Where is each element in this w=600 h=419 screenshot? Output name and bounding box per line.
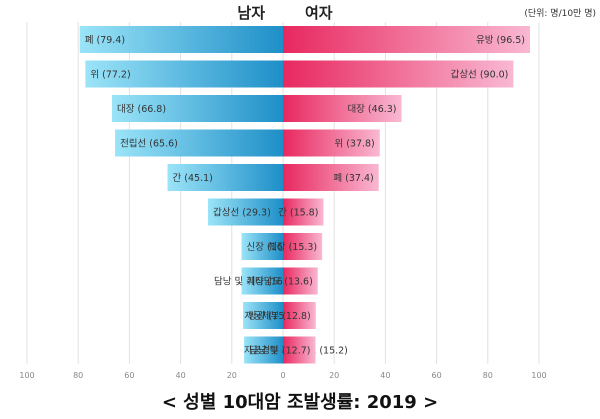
x-tick-label: 60 <box>124 371 134 380</box>
x-tick-label: 100 <box>19 371 34 380</box>
female-bar <box>283 267 318 295</box>
male-bar <box>207 198 283 226</box>
female-header: 여자 <box>305 4 333 22</box>
female-bar-label: 자궁체부 (12.8) <box>244 311 311 322</box>
female-bar-label: 간 (15.8) <box>278 208 318 219</box>
female-bar-label: 대장 (46.3) <box>347 104 396 115</box>
female-bar-label: 자궁경부 (12.7) <box>244 345 311 357</box>
x-axis-ticks: 100 80 60 40 20 0 20 40 60 80 100 <box>19 371 546 380</box>
female-bar <box>283 164 379 191</box>
male-bar <box>241 233 283 260</box>
x-tick-label: 20 <box>227 371 237 380</box>
female-bar <box>283 198 324 226</box>
male-bar-label: 전립선 (65.6) <box>120 138 178 150</box>
chart-title: < 성별 10대암 조발생률: 2019 > <box>162 392 438 413</box>
male-bar-label: 췌장 (16.2) <box>247 277 296 288</box>
male-bar-label: 대장 (66.8) <box>117 104 166 115</box>
female-bar <box>283 60 514 88</box>
male-bar-label: 갑상선 (29.3) <box>213 207 271 219</box>
female-bar <box>283 302 316 329</box>
male-bar <box>244 336 283 364</box>
x-tick-label: 40 <box>380 371 390 380</box>
x-tick-label: 80 <box>483 371 493 380</box>
female-bar-label: 췌장 (15.3) <box>268 242 317 253</box>
male-bar <box>85 60 283 88</box>
female-bar-label: 담낭 및 기타담도 (13.6) <box>214 276 313 288</box>
male-bar <box>115 129 284 157</box>
male-bar-label: 위 (77.2) <box>90 69 130 81</box>
female-bar <box>283 95 402 122</box>
x-tick-label: 80 <box>73 371 83 380</box>
male-bar-label: 신장 (16.2) <box>247 242 296 253</box>
male-bar <box>111 95 283 122</box>
female-bar <box>283 336 316 364</box>
male-header: 남자 <box>237 4 265 22</box>
x-tick-label: 60 <box>432 371 442 380</box>
x-tick-label: 100 <box>531 371 546 380</box>
female-bar-label: 폐 (37.4) <box>333 172 373 184</box>
female-bar-label: 갑상선 (90.0) <box>451 69 509 81</box>
female-bar-label: 유방 (96.5) <box>476 35 525 46</box>
x-tick-label: 20 <box>329 371 339 380</box>
male-bar-label: 간 (45.1) <box>173 173 213 184</box>
male-bar <box>243 302 283 329</box>
x-tick-label: 40 <box>176 371 186 380</box>
bars: 폐 (79.4) 위 (77.2) 대장 (66.8) 전립선 (65.6) 간 (45… <box>79 26 531 364</box>
male-bar <box>79 26 284 53</box>
female-bar <box>283 129 380 157</box>
male-bar <box>241 267 283 295</box>
male-bar-label: 폐 (79.4) <box>85 34 125 46</box>
female-bar-label: 위 (37.8) <box>334 138 374 150</box>
male-bar <box>167 164 283 191</box>
unit-note: (단위: 명/10만 명) <box>524 8 596 19</box>
x-tick-label: 0 <box>280 371 285 380</box>
female-bar <box>283 233 323 260</box>
female-bar <box>283 26 531 53</box>
